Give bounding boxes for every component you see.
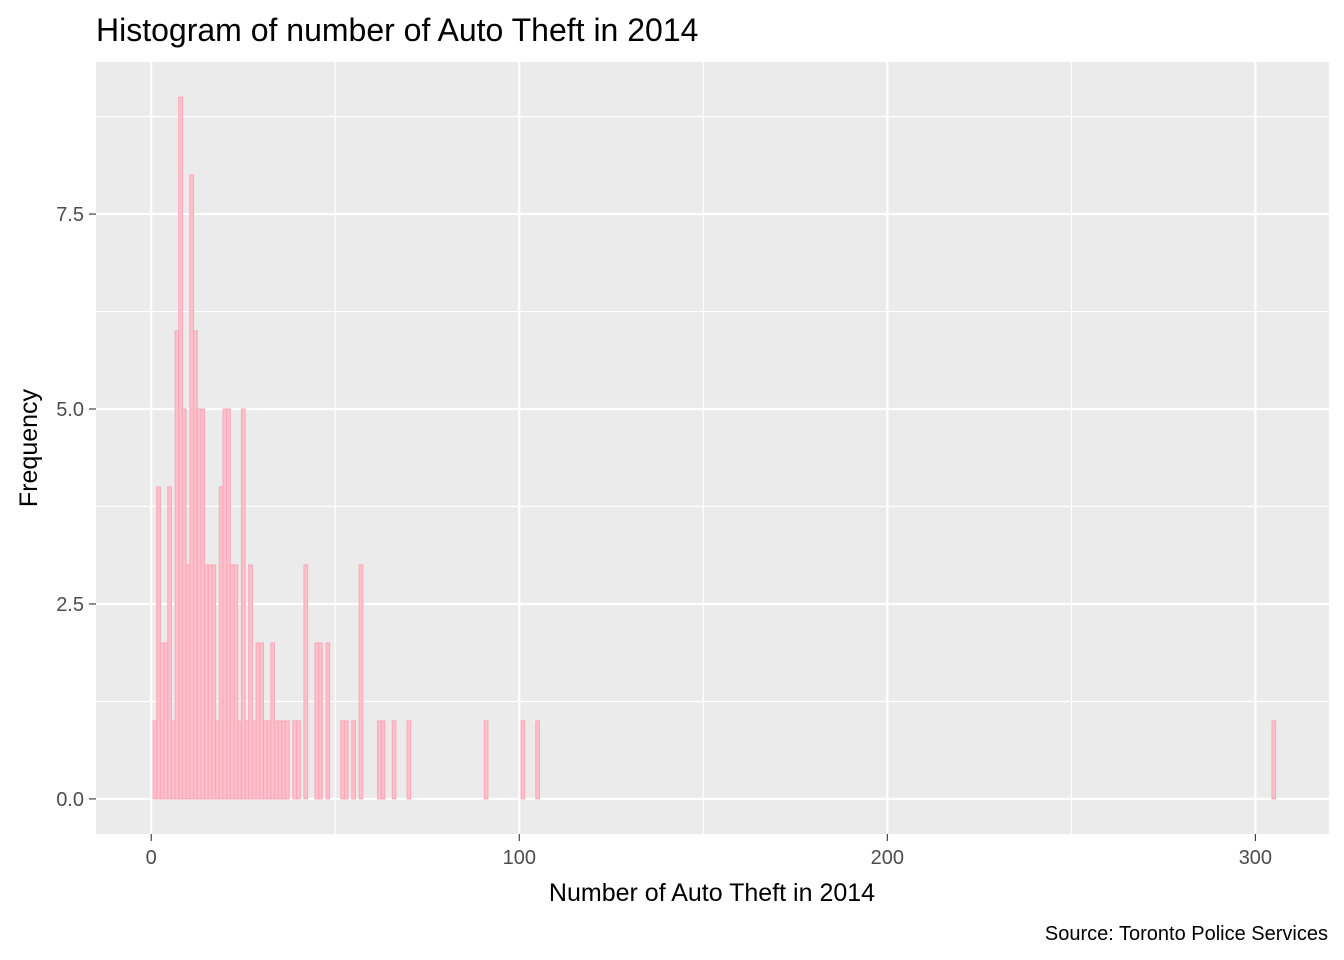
histogram-bar [378, 721, 382, 799]
x-tick-label: 100 [503, 847, 536, 869]
histogram-bar [201, 409, 205, 799]
histogram-bar [381, 721, 385, 799]
histogram-bar [223, 409, 227, 799]
y-tick-label: 2.5 [56, 594, 84, 616]
histogram-bar [157, 487, 161, 799]
histogram-bar [205, 565, 209, 799]
histogram-bar [238, 721, 242, 799]
histogram-bar [175, 331, 179, 799]
histogram-bar [212, 565, 216, 799]
histogram-bar [256, 643, 260, 799]
histogram-bar [344, 721, 348, 799]
histogram-bar [153, 721, 157, 799]
histogram-bar [171, 721, 175, 799]
histogram-bar [392, 721, 396, 799]
histogram-bar [282, 721, 286, 799]
histogram-bar [1272, 721, 1276, 799]
histogram-bar [219, 487, 223, 799]
histogram-bar [197, 409, 201, 799]
y-axis-title: Frequency [15, 388, 43, 507]
histogram-bar [352, 721, 356, 799]
histogram-bar [304, 565, 308, 799]
histogram-bar [227, 409, 231, 799]
histogram-bar [297, 721, 301, 799]
histogram-bar [216, 721, 220, 799]
histogram-bar [341, 721, 345, 799]
histogram-bar [164, 643, 168, 799]
source-caption: Source: Toronto Police Services [1045, 923, 1328, 945]
histogram-bar [484, 721, 488, 799]
histogram-bar [521, 721, 525, 799]
x-axis-title: Number of Auto Theft in 2014 [549, 879, 875, 907]
histogram-bar [241, 409, 245, 799]
x-tick-label: 0 [146, 847, 157, 869]
histogram-bar [208, 565, 212, 799]
histogram-bar [168, 487, 172, 799]
histogram-bar [160, 643, 164, 799]
y-tick-label: 0.0 [56, 789, 84, 811]
histogram-bar [249, 565, 253, 799]
plot-panel [96, 62, 1329, 834]
x-tick-label: 300 [1239, 847, 1272, 869]
y-tick-label: 7.5 [56, 204, 84, 226]
histogram-bar [293, 721, 297, 799]
histogram-bar [359, 565, 363, 799]
histogram-bar [263, 721, 267, 799]
histogram-bar [260, 643, 264, 799]
histogram-bar [186, 565, 190, 799]
histogram-bar [182, 409, 186, 799]
histogram-bar [275, 721, 279, 799]
histogram-bar [271, 643, 275, 799]
histogram-bar [245, 721, 249, 799]
histogram-bar [286, 721, 290, 799]
histogram-bar [319, 643, 323, 799]
x-tick-label: 200 [871, 847, 904, 869]
histogram-bar [536, 721, 540, 799]
histogram-bar [267, 721, 271, 799]
histogram-bar [194, 331, 198, 799]
histogram-bar [234, 565, 238, 799]
histogram-bar [230, 565, 234, 799]
y-tick-label: 5.0 [56, 399, 84, 421]
histogram-bar [278, 721, 282, 799]
histogram-bar [252, 721, 256, 799]
histogram-bar [407, 721, 411, 799]
histogram-bar [179, 97, 183, 799]
histogram-bar [315, 643, 319, 799]
histogram-bar [190, 175, 194, 799]
histogram-bar [326, 643, 330, 799]
chart-title: Histogram of number of Auto Theft in 201… [96, 12, 698, 48]
